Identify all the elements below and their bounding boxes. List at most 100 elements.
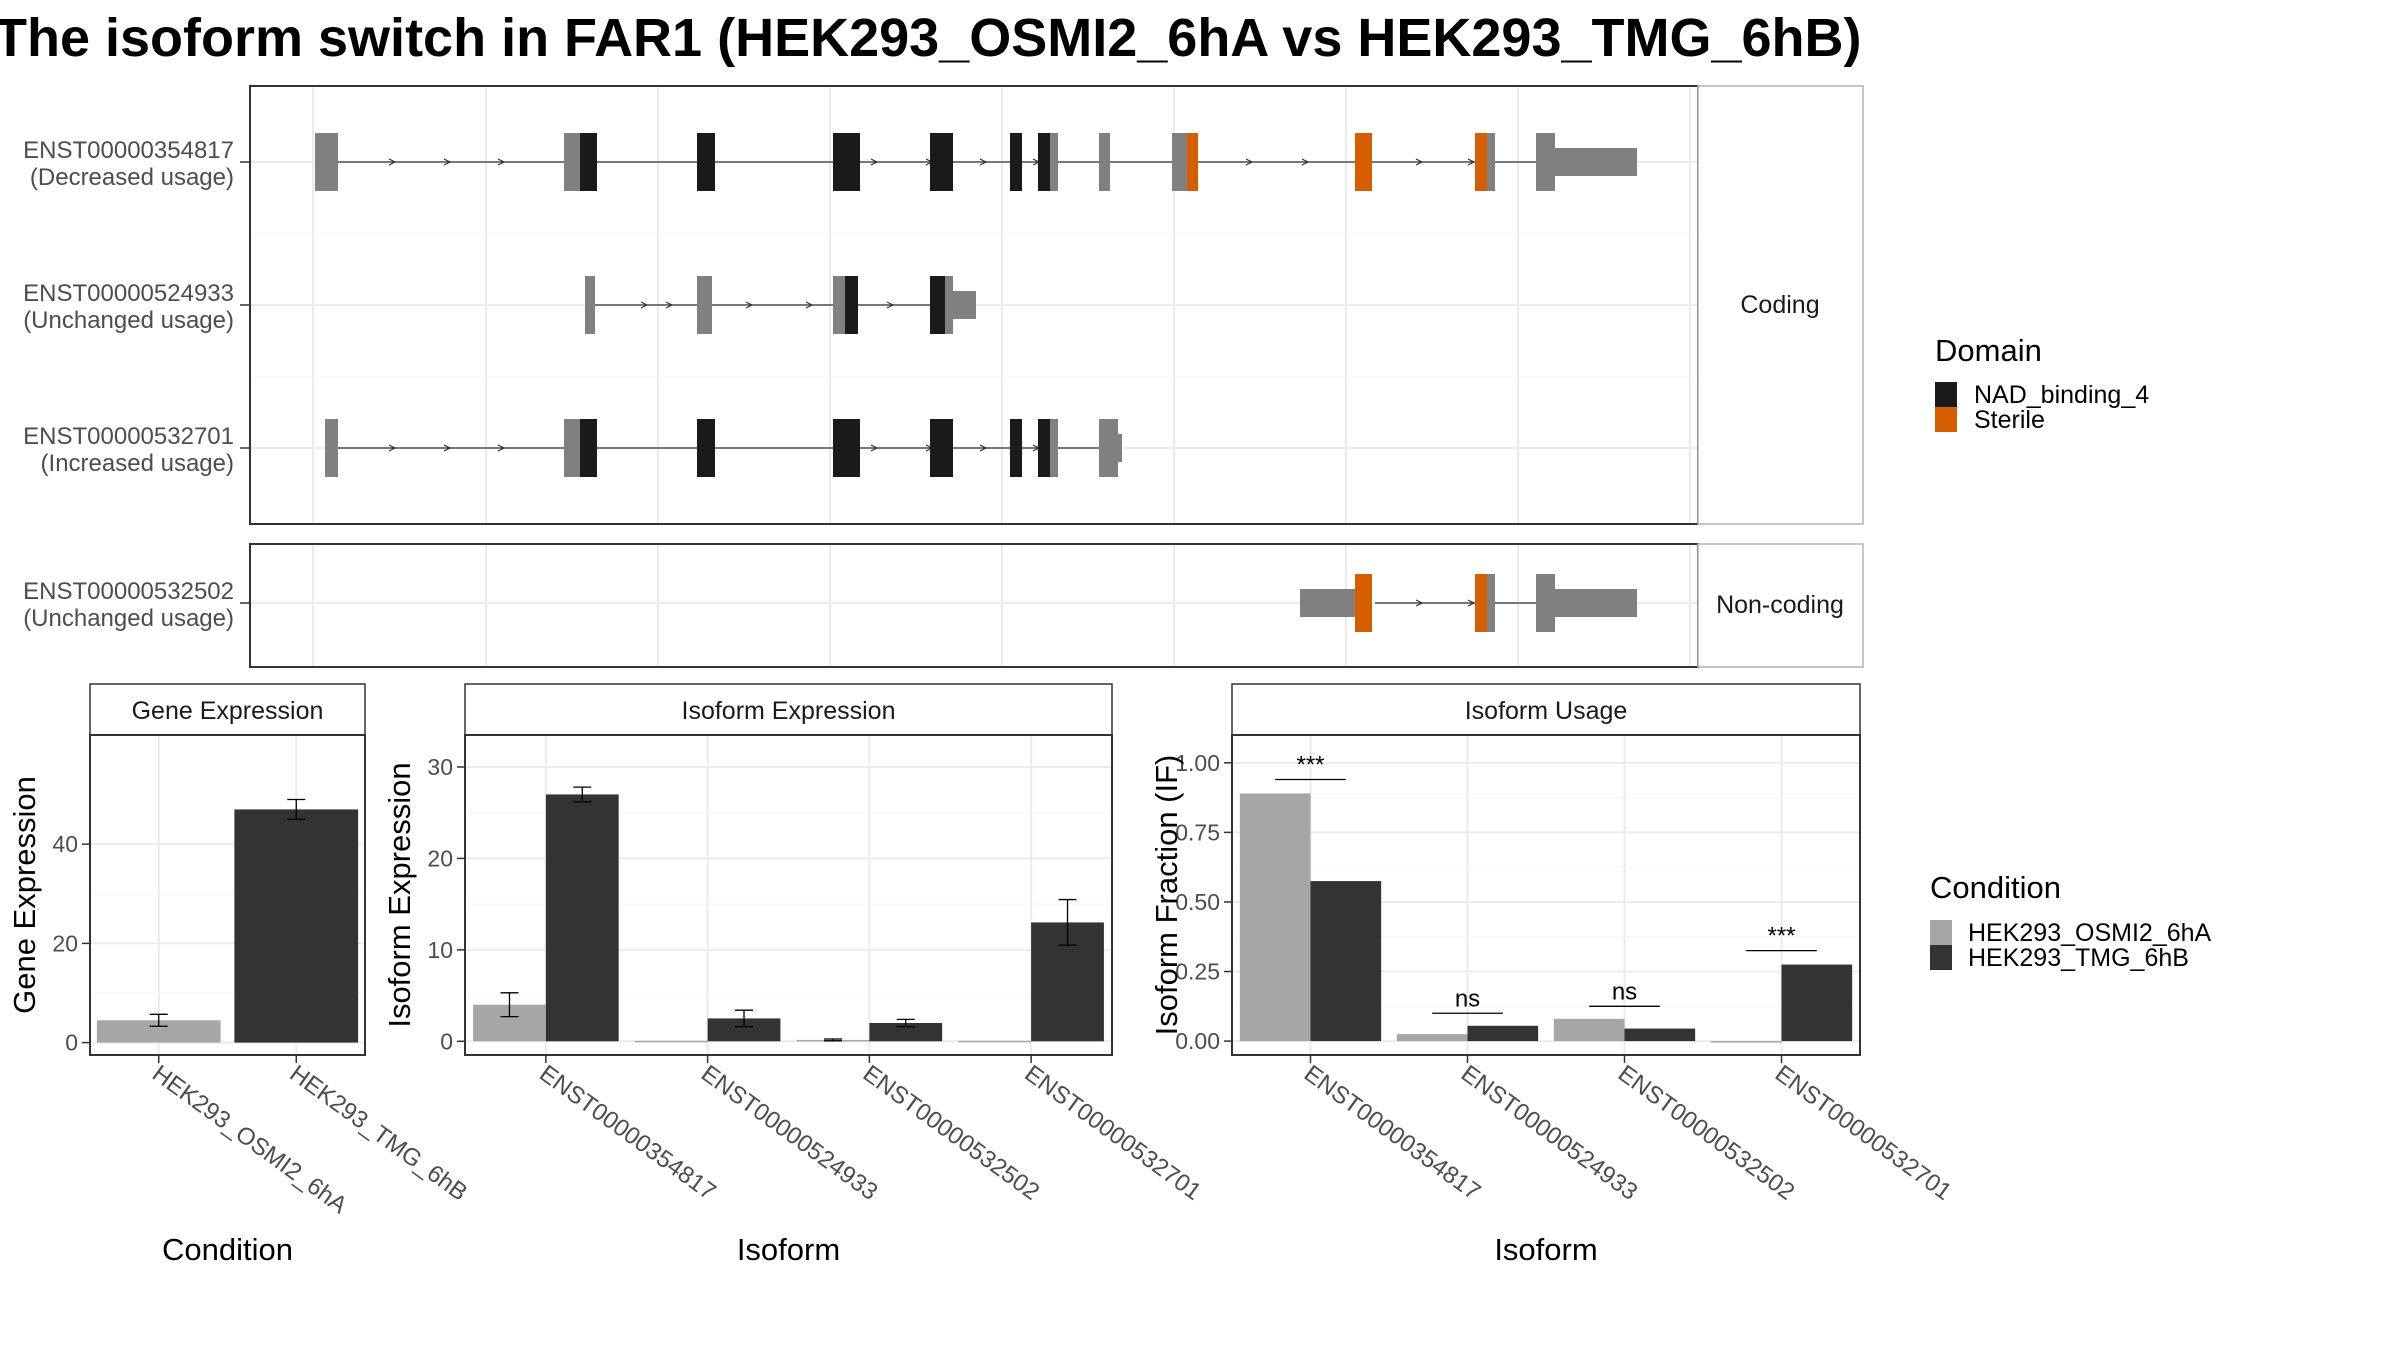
other-exon	[571, 419, 580, 477]
transcript-usage-label: (Decreased usage)	[30, 164, 234, 191]
intron-arrow	[870, 158, 879, 166]
intron-arrow	[388, 158, 397, 166]
y-tick-label: 0	[65, 1030, 78, 1056]
bar	[707, 1018, 781, 1042]
other-exon	[1050, 133, 1058, 191]
nad-exon	[1010, 419, 1022, 477]
panel-border	[464, 734, 1113, 1056]
bar	[1781, 964, 1853, 1042]
panel-background	[250, 544, 1698, 667]
condition-legend-key	[1930, 945, 1952, 970]
nad-exon	[845, 276, 858, 334]
noncoding-strip-label: Non-coding	[1716, 591, 1844, 619]
other-exon	[585, 276, 595, 334]
bar	[234, 809, 359, 1043]
domain-legend-label: Sterile	[1974, 406, 2045, 434]
facet-strip-label: Isoform Usage	[1465, 697, 1628, 725]
y-axis-title: Gene Expression	[7, 776, 42, 1014]
significance-label: ns	[1455, 985, 1480, 1012]
intron-arrow	[870, 444, 879, 452]
sterile-exon	[1187, 133, 1198, 191]
bar	[1310, 881, 1382, 1042]
coding-strip	[1697, 85, 1864, 525]
intron-arrow	[886, 301, 895, 309]
other-exon	[697, 276, 712, 334]
nad-exon	[833, 133, 860, 191]
x-tick-label: ENST00000354817	[534, 1060, 720, 1206]
nad-exon	[580, 419, 597, 477]
y-tick-label: 1.00	[1175, 750, 1220, 776]
condition-legend-label: HEK293_TMG_6hB	[1968, 944, 2189, 972]
nad-exon	[1010, 133, 1022, 191]
expression-bar-charts: Gene Expression02040HEK293_OSMI2_6hAHEK2…	[7, 683, 1956, 1267]
y-tick-label: 0.75	[1175, 819, 1220, 845]
transcript-usage-label: (Unchanged usage)	[23, 605, 234, 632]
intron-arrow	[1245, 158, 1254, 166]
y-axis-title: Isoform Expression	[382, 762, 417, 1027]
intron-arrow	[497, 158, 506, 166]
bar	[1467, 1025, 1539, 1042]
transcript-id-label: ENST00000354817	[23, 137, 234, 164]
facet-strip	[1231, 683, 1861, 736]
nad-exon	[833, 419, 860, 477]
other-exon	[325, 419, 338, 477]
facet-strip-label: Gene Expression	[132, 697, 324, 725]
bar	[958, 1040, 1032, 1043]
transcript-structure-plot: Coding Non-coding ENST00000354817(Decrease…	[23, 85, 1864, 668]
y-tick-label: 0.50	[1175, 889, 1220, 915]
sterile-exon	[1355, 133, 1372, 191]
intron-arrow	[979, 158, 988, 166]
sterile-exon	[1355, 574, 1372, 632]
nad-exon	[697, 419, 715, 477]
y-tick-label: 20	[427, 845, 453, 871]
bar	[1553, 1018, 1625, 1042]
other-exon	[1099, 133, 1110, 191]
y-tick-label: 40	[52, 831, 78, 857]
intron-arrow	[1467, 599, 1476, 607]
figure-title: The isoform switch in FAR1 (HEK293_OSMI2…	[0, 8, 1862, 68]
transcript-id-label: ENST00000532502	[23, 578, 234, 605]
other-exon	[1536, 574, 1555, 632]
y-tick-label: 0.00	[1175, 1028, 1220, 1054]
intron-arrow	[1301, 158, 1310, 166]
bar-panel-1: Isoform Expression 0 10 20 30 ENST00000354817…	[382, 683, 1206, 1267]
other-exon	[1536, 133, 1555, 191]
domain-legend-key	[1935, 407, 1957, 432]
y-tick-label: 0.25	[1175, 959, 1220, 985]
nad-exon	[1038, 419, 1050, 477]
bar	[1396, 1034, 1468, 1042]
intron-arrow	[745, 301, 754, 309]
y-tick-label: 30	[427, 754, 453, 780]
bar	[1624, 1028, 1696, 1042]
significance-label: ns	[1612, 978, 1637, 1005]
bar-panel-0: Gene Expression02040HEK293_OSMI2_6hAHEK2…	[7, 683, 472, 1267]
condition-legend-title: Condition	[1930, 870, 2061, 905]
other-exon	[1487, 133, 1495, 191]
intron-arrow	[443, 444, 452, 452]
intron-arrow	[1467, 158, 1476, 166]
nad-exon	[580, 133, 597, 191]
bar	[96, 1020, 221, 1043]
significance-label: ***	[1296, 752, 1324, 779]
coding-strip-label: Coding	[1740, 291, 1819, 319]
facet-strip	[89, 683, 366, 736]
utr-exon	[1555, 148, 1637, 176]
bar	[1710, 1041, 1782, 1043]
intron-arrow	[640, 301, 649, 309]
y-tick-label: 0	[440, 1028, 453, 1054]
condition-legend-key	[1930, 920, 1952, 945]
other-exon	[945, 276, 953, 334]
panel-border	[1231, 734, 1861, 1056]
utr-exon	[1300, 589, 1355, 617]
bar	[869, 1023, 943, 1042]
other-exon	[315, 133, 338, 191]
x-tick-label: ENST00000524933	[696, 1060, 882, 1206]
x-axis-title: Condition	[162, 1232, 293, 1267]
bar	[634, 1040, 708, 1043]
intron-arrow	[388, 444, 397, 452]
x-axis-title: Isoform	[1494, 1232, 1597, 1267]
nad-exon	[1038, 133, 1050, 191]
other-exon	[833, 276, 845, 334]
x-axis-title: Isoform	[737, 1232, 840, 1267]
